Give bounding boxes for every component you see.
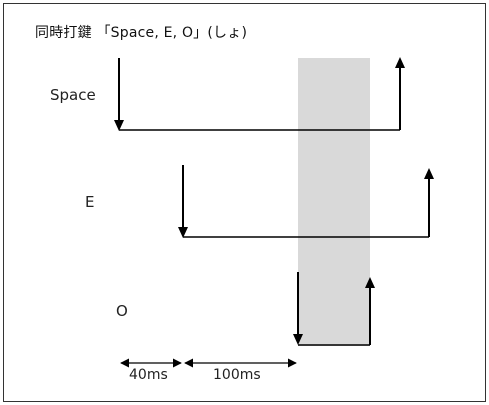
e-press-arrowhead bbox=[178, 227, 188, 238]
key-label-space: Space bbox=[50, 86, 96, 104]
interval-label-100ms: 100ms bbox=[213, 367, 261, 383]
o-release-arrowhead bbox=[365, 277, 375, 288]
overlap-region bbox=[298, 58, 370, 346]
space-timeline bbox=[114, 57, 405, 131]
space-press-arrowhead bbox=[114, 120, 124, 131]
e-release-arrowhead bbox=[424, 168, 434, 179]
key-label-o: O bbox=[116, 302, 128, 320]
interval-label-40ms: 40ms bbox=[129, 367, 168, 383]
o-press-arrowhead bbox=[293, 334, 303, 345]
space-release-arrowhead bbox=[395, 57, 405, 68]
o-timeline bbox=[293, 272, 375, 346]
figure-border bbox=[3, 3, 486, 402]
diagram-title: 同時打鍵 「Space, E, O」(しょ) bbox=[35, 25, 248, 41]
e-timeline bbox=[178, 165, 434, 238]
key-label-e: E bbox=[85, 193, 95, 211]
